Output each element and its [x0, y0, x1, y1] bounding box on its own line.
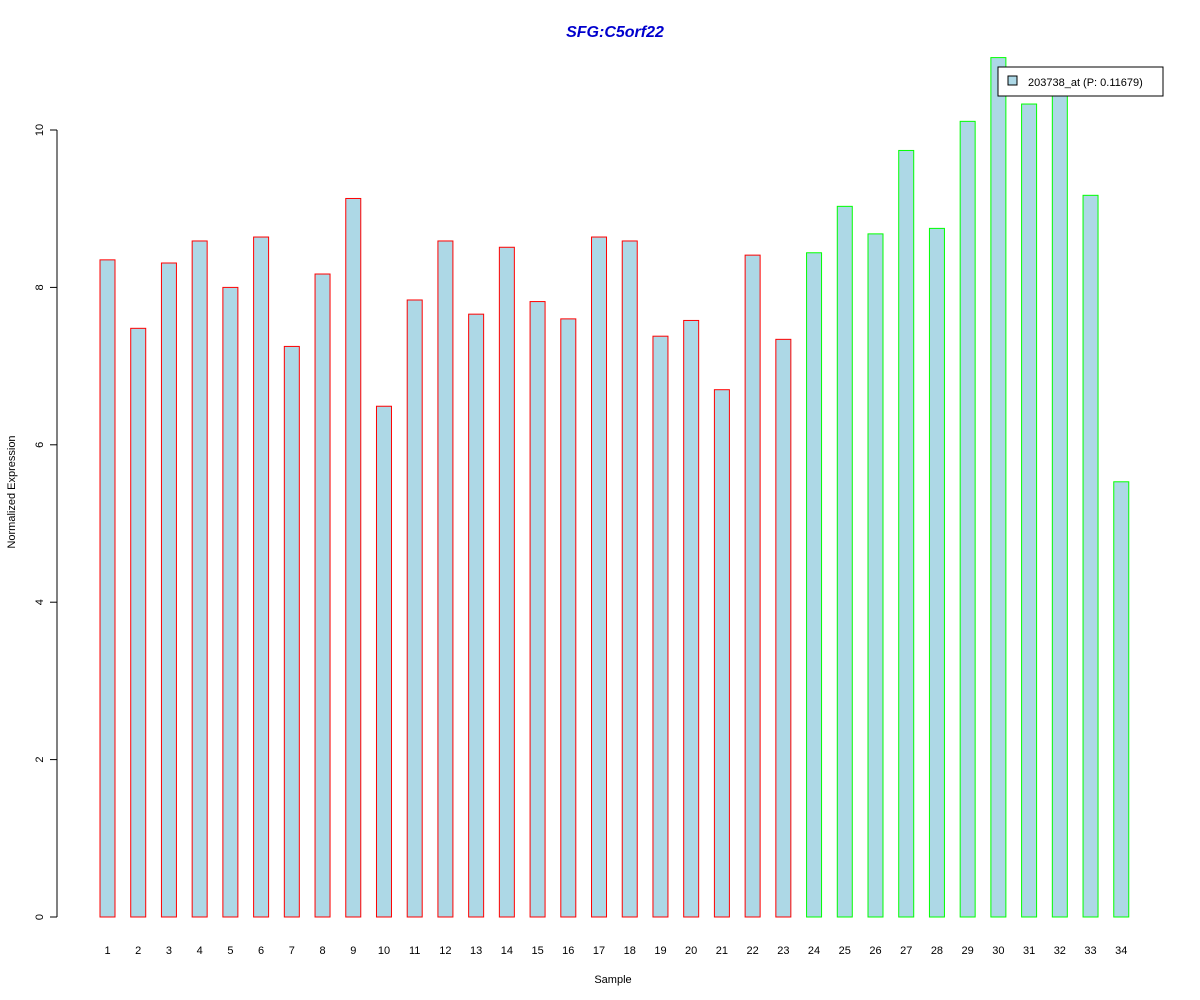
y-tick-label: 4 — [34, 599, 46, 605]
bar-sample-20 — [683, 319, 700, 918]
y-tick-label: 2 — [34, 757, 46, 763]
x-tick-label: 32 — [1054, 945, 1066, 957]
x-tick-label: 13 — [470, 945, 482, 957]
x-tick-label: 9 — [350, 945, 356, 957]
y-axis: 0 2 4 6 8 10 — [34, 124, 58, 920]
x-tick-label: 20 — [685, 945, 697, 957]
x-axis-label: Sample — [594, 974, 631, 986]
x-tick-label: 1 — [104, 945, 110, 957]
bar-sample-23 — [775, 338, 792, 918]
bar-sample-21 — [713, 389, 730, 918]
bar-sample-13 — [468, 313, 485, 918]
bar-sample-6 — [253, 236, 270, 918]
legend: 203738_at (P: 0.11679) — [997, 66, 1164, 97]
bar-sample-1 — [99, 259, 116, 918]
x-tick-label: 17 — [593, 945, 605, 957]
bar-sample-11 — [406, 299, 423, 918]
x-tick-label: 10 — [378, 945, 390, 957]
legend-label: 203738_at (P: 0.11679) — [1028, 77, 1143, 89]
y-tick-label: 8 — [34, 284, 46, 290]
x-tick-label: 3 — [166, 945, 172, 957]
x-tick-labels: 1 2 3 4 5 6 7 8 9 10 11 12 13 14 15 16 17 18 19 20 21 22 23 24 2… — [104, 945, 1127, 957]
bar-sample-12 — [437, 240, 454, 918]
bar-sample-29 — [959, 120, 976, 918]
bar-sample-17 — [591, 236, 608, 918]
bar-sample-19 — [652, 335, 669, 918]
bar-sample-28 — [928, 227, 945, 918]
x-tick-label: 12 — [439, 945, 451, 957]
x-tick-label: 5 — [227, 945, 233, 957]
bar-sample-7 — [283, 345, 300, 918]
x-tick-label: 11 — [409, 945, 420, 957]
x-tick-label: 22 — [746, 945, 758, 957]
bar-sample-22 — [744, 254, 761, 918]
bar-sample-34 — [1113, 481, 1130, 918]
x-tick-label: 16 — [562, 945, 574, 957]
x-tick-label: 19 — [654, 945, 666, 957]
y-tick-label: 0 — [34, 914, 46, 920]
x-tick-label: 15 — [531, 945, 543, 957]
bar-sample-15 — [529, 301, 546, 918]
x-tick-label: 33 — [1084, 945, 1096, 957]
bar-sample-9 — [345, 197, 362, 918]
x-tick-label: 28 — [931, 945, 943, 957]
x-tick-label: 26 — [869, 945, 881, 957]
bar-sample-33 — [1082, 194, 1099, 918]
x-tick-label: 29 — [962, 945, 974, 957]
x-tick-label: 18 — [624, 945, 636, 957]
bar-sample-8 — [314, 273, 331, 918]
bar-sample-2 — [130, 327, 147, 918]
bar-sample-14 — [498, 246, 515, 918]
bar-sample-32 — [1051, 82, 1068, 918]
x-tick-label: 6 — [258, 945, 264, 957]
bar-sample-10 — [375, 405, 392, 918]
bar-sample-27 — [898, 149, 915, 918]
legend-box — [997, 66, 1164, 97]
legend-swatch — [1007, 75, 1018, 86]
chart-title: SFG:C5orf22 — [566, 24, 664, 41]
bar-sample-30 — [990, 57, 1007, 918]
x-tick-label: 24 — [808, 945, 820, 957]
y-tick-label: 10 — [34, 124, 46, 136]
x-tick-label: 14 — [501, 945, 513, 957]
bar-sample-5 — [222, 286, 239, 918]
x-tick-label: 7 — [289, 945, 295, 957]
x-tick-label: 34 — [1115, 945, 1127, 957]
x-tick-label: 23 — [777, 945, 789, 957]
bar-sample-24 — [806, 252, 823, 918]
bar-sample-18 — [621, 240, 638, 918]
bar-sample-25 — [836, 205, 853, 918]
bar-sample-4 — [191, 240, 208, 918]
y-axis-label: Normalized Expression — [6, 435, 18, 548]
x-tick-label: 4 — [197, 945, 203, 957]
x-tick-label: 21 — [716, 945, 728, 957]
x-tick-label: 8 — [319, 945, 325, 957]
bars — [99, 57, 1130, 918]
bar-sample-26 — [867, 233, 884, 918]
y-tick-label: 6 — [34, 442, 46, 448]
x-tick-label: 27 — [900, 945, 912, 957]
x-tick-label: 31 — [1023, 945, 1035, 957]
bar-sample-16 — [560, 318, 577, 918]
bar-sample-3 — [160, 262, 177, 918]
x-tick-label: 2 — [135, 945, 141, 957]
bar-sample-31 — [1021, 103, 1038, 918]
x-tick-label: 30 — [992, 945, 1004, 957]
x-tick-label: 25 — [839, 945, 851, 957]
